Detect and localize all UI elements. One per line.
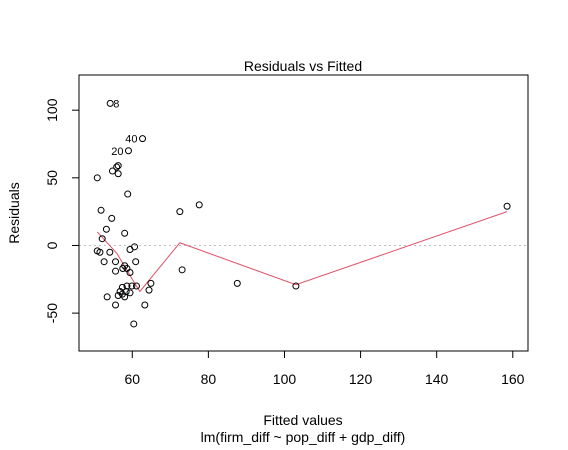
chart-subtitle: lm(firm_diff ~ pop_diff + gdp_diff) [201, 429, 406, 445]
residual-point [132, 258, 140, 266]
residual-point [106, 99, 114, 107]
residual-point [98, 235, 106, 243]
x-axis: 60 80 100 120 140 160 [124, 350, 525, 387]
residual-point [124, 147, 132, 155]
residual-point [128, 282, 136, 290]
residual-point [195, 201, 203, 209]
residual-point [178, 266, 186, 274]
plot-frame [78, 74, 529, 352]
residual-point [121, 293, 129, 301]
residual-point [114, 292, 122, 300]
y-tick-label: 100 [44, 98, 60, 122]
outlier-label: 8 [113, 98, 119, 110]
y-tick-label: -50 [44, 303, 60, 323]
residual-point [121, 229, 129, 237]
residual-point [112, 301, 120, 309]
residual-point [103, 293, 111, 301]
residual-point [100, 258, 108, 266]
x-tick-label: 140 [425, 371, 449, 387]
x-tick-label: 120 [349, 371, 373, 387]
residual-point [130, 320, 138, 328]
residual-point [118, 283, 126, 291]
residual-point [97, 206, 105, 214]
y-axis: -50 0 50 100 [44, 98, 80, 323]
residual-point [141, 301, 149, 309]
residual-point [113, 163, 121, 171]
x-tick-label: 60 [124, 371, 140, 387]
outlier-label: 20 [111, 146, 123, 158]
residual-points [93, 99, 511, 328]
residual-point [124, 190, 132, 198]
residual-point [112, 258, 120, 266]
residual-point [119, 264, 127, 272]
residual-point [126, 289, 134, 297]
residual-point [96, 248, 104, 256]
residual-point [126, 246, 134, 254]
y-axis-label: Residuals [6, 182, 22, 243]
residual-point [102, 225, 110, 233]
residual-point [145, 286, 153, 294]
residual-point [176, 208, 184, 216]
residual-point [114, 170, 122, 178]
x-tick-label: 100 [273, 371, 297, 387]
y-tick-label: 0 [44, 241, 60, 249]
residual-point [292, 282, 300, 290]
x-axis-label: Fitted values [263, 412, 342, 428]
residual-point [132, 282, 140, 290]
residual-point [139, 135, 147, 143]
residual-point [233, 279, 241, 287]
smoother-line [96, 211, 508, 293]
residual-point [112, 267, 120, 275]
outlier-label: 40 [125, 134, 137, 146]
residual-point [114, 162, 122, 170]
residual-point [108, 214, 116, 222]
residual-point [503, 202, 511, 210]
residual-point [93, 174, 101, 182]
residual-point [108, 167, 116, 175]
chart-title: Residuals vs Fitted [244, 58, 362, 74]
x-tick-label: 160 [501, 371, 525, 387]
y-tick-label: 50 [44, 170, 60, 186]
residual-point [126, 269, 134, 277]
x-tick-label: 80 [201, 371, 217, 387]
residual-point [147, 279, 155, 287]
residual-point [123, 282, 131, 290]
residual-point [106, 248, 114, 256]
